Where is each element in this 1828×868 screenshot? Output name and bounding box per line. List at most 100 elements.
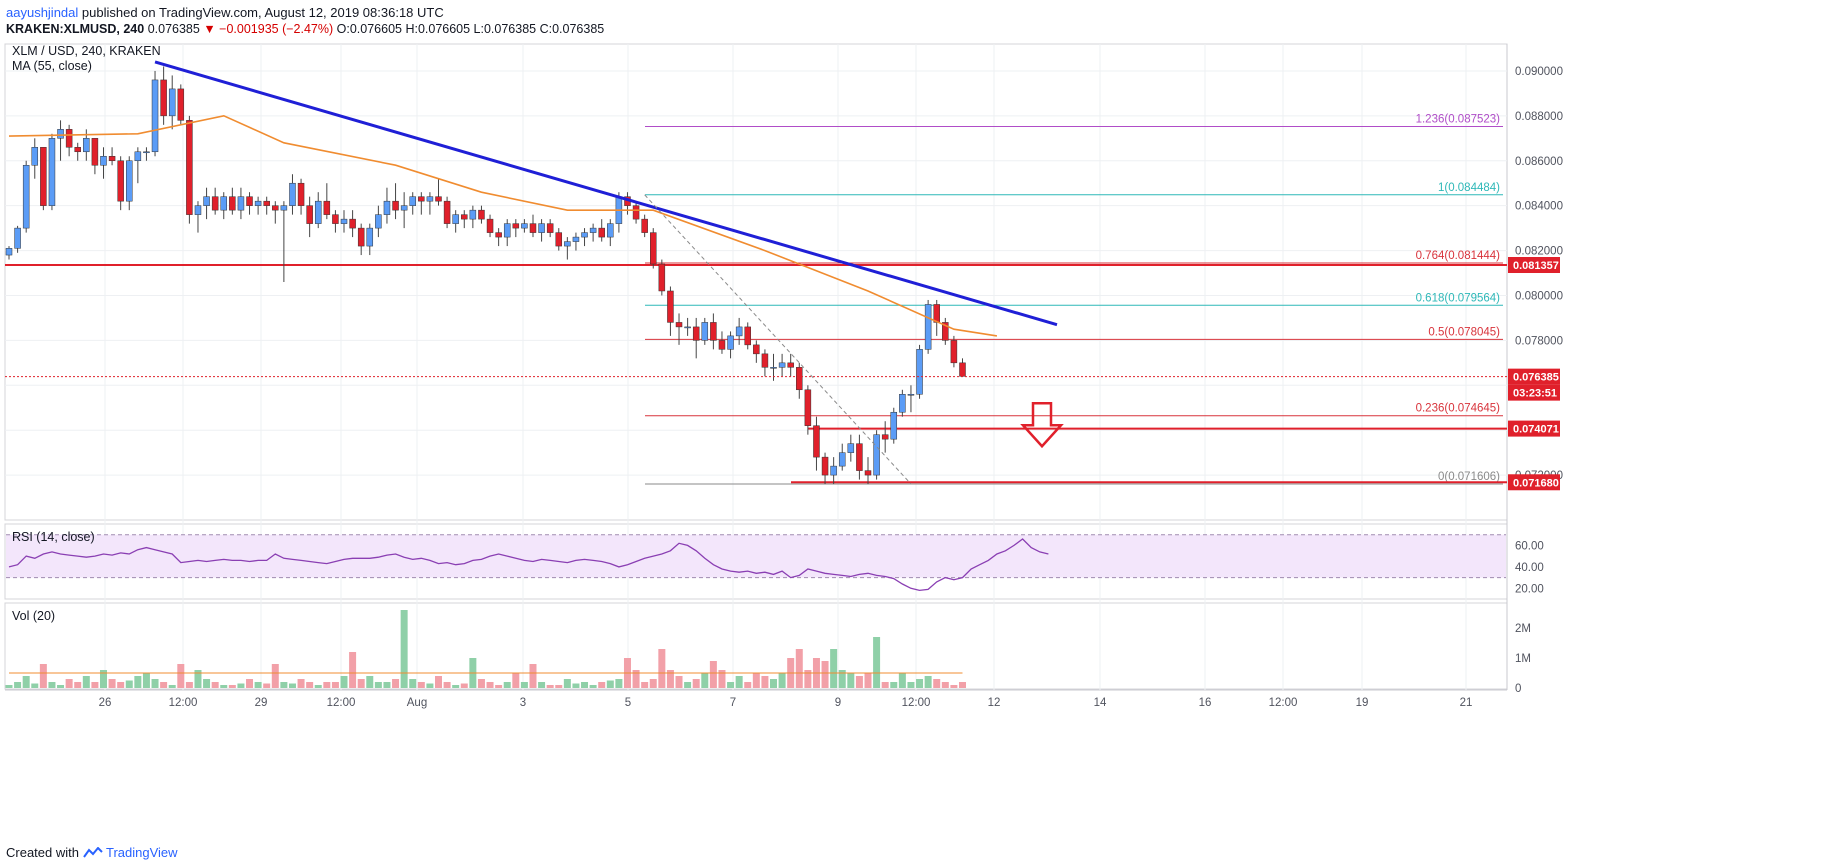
volume-bar xyxy=(916,679,924,688)
candle-body xyxy=(168,88,176,117)
candle-body xyxy=(143,151,150,154)
volume-bar xyxy=(185,682,193,688)
volume-bar xyxy=(65,679,73,688)
price-tag-box xyxy=(1508,257,1560,274)
price-tick-label: 0.084000 xyxy=(1515,201,1563,213)
published-text: published on TradingView.com, August 12,… xyxy=(81,5,444,20)
volume-bar xyxy=(641,682,649,688)
time-tick-label: 12:00 xyxy=(327,697,356,709)
volume-bar xyxy=(486,682,494,688)
volume-bar xyxy=(752,673,760,688)
volume-bar xyxy=(220,685,228,688)
candle-body xyxy=(40,147,47,206)
volume-bar xyxy=(314,685,322,688)
candle-body xyxy=(864,470,872,476)
volume-bar xyxy=(22,676,30,688)
fibonacci-levels: 1.236(0.087523) 1(0.084484) 0.764(0.081444… xyxy=(645,114,1503,485)
candle-body xyxy=(272,205,279,211)
candle-body xyxy=(529,223,537,233)
candle-body xyxy=(57,129,64,139)
candle-body xyxy=(907,394,915,396)
candle-body xyxy=(400,205,408,211)
candle-body xyxy=(383,200,391,215)
candle-body xyxy=(366,227,374,247)
candle-body xyxy=(692,326,700,341)
candle-body xyxy=(607,223,614,238)
time-tick-label: 12 xyxy=(988,697,1001,709)
candle-body xyxy=(357,227,365,247)
candle-body xyxy=(246,196,253,206)
candle-body xyxy=(572,236,580,242)
candle-body xyxy=(151,79,159,153)
fib-anchor-line xyxy=(644,194,912,485)
volume-bar xyxy=(417,682,425,688)
time-tick-label: 12:00 xyxy=(1269,697,1298,709)
candle-body xyxy=(744,326,751,346)
candle-body xyxy=(873,434,880,476)
volume-bar xyxy=(99,670,107,688)
volume-tick-label: 0 xyxy=(1515,683,1521,695)
bearish-trend-line xyxy=(154,60,1058,327)
candle-body xyxy=(521,223,528,229)
candle-body xyxy=(598,227,605,238)
volume-bar xyxy=(74,682,82,688)
volume-bar xyxy=(898,673,906,688)
volume-bar xyxy=(744,682,752,688)
volume-bar xyxy=(383,682,391,688)
ma55-line xyxy=(8,114,998,337)
candle-body xyxy=(108,156,116,162)
volume-bar xyxy=(864,673,872,688)
candle-body xyxy=(778,362,786,368)
author-link[interactable]: aayushjindal xyxy=(6,5,79,20)
volume-bar xyxy=(606,680,614,688)
volume-bar xyxy=(340,676,348,688)
ohlc-values: O:0.076605 H:0.076605 L:0.076385 C:0.076… xyxy=(336,22,605,36)
volume-bar xyxy=(495,685,503,688)
volume-pane[interactable] xyxy=(4,602,1508,690)
candle-body xyxy=(74,147,81,153)
time-tick-label: 14 xyxy=(1094,697,1107,709)
candle-body xyxy=(796,367,803,391)
volume-bar xyxy=(941,682,949,688)
candle-body xyxy=(753,344,760,355)
candle-body xyxy=(813,425,820,458)
candle-body xyxy=(229,196,236,211)
candle-body xyxy=(959,362,966,377)
candle-body xyxy=(349,218,356,229)
volume-bar xyxy=(246,679,254,688)
volume-bar xyxy=(452,685,460,688)
volume-bar xyxy=(374,682,382,688)
fib-label: 0.764(0.081444) xyxy=(1416,250,1501,262)
main-pane[interactable] xyxy=(4,43,1508,521)
candle-body xyxy=(314,200,322,224)
price-tag-label: 0.076385 xyxy=(1513,372,1559,384)
volume-bar xyxy=(357,679,365,688)
volume-bar xyxy=(503,682,511,688)
candle-body xyxy=(469,209,477,220)
candle-body xyxy=(478,209,485,220)
chart-canvas[interactable]: 1.236(0.087523) 1(0.084484) 0.764(0.081444… xyxy=(0,42,1828,842)
candle-body xyxy=(546,223,554,233)
volume-bar xyxy=(649,679,657,688)
time-tick-label: Aug xyxy=(407,697,427,709)
candle-body xyxy=(495,232,502,238)
time-tick-label: 7 xyxy=(730,697,736,709)
volume-bar xyxy=(108,679,116,688)
candle-body xyxy=(641,218,648,233)
candle-body xyxy=(323,200,331,215)
rsi-label: RSI (14, close) xyxy=(12,530,95,544)
volume-bar xyxy=(658,649,666,688)
candle-body xyxy=(821,456,829,476)
time-tick-label: 16 xyxy=(1199,697,1212,709)
volume-bar xyxy=(727,682,735,688)
candle-body xyxy=(418,196,425,202)
candle-body xyxy=(340,218,348,224)
candle-body xyxy=(211,196,219,211)
footer: Created with TradingView xyxy=(6,845,178,860)
support-lines xyxy=(5,264,1507,484)
volume-bar xyxy=(838,670,846,688)
tradingview-link[interactable]: TradingView xyxy=(106,845,178,860)
time-tick-label: 9 xyxy=(835,697,841,709)
volume-bar xyxy=(830,649,838,688)
fib-label: 0(0.071606) xyxy=(1438,471,1500,483)
